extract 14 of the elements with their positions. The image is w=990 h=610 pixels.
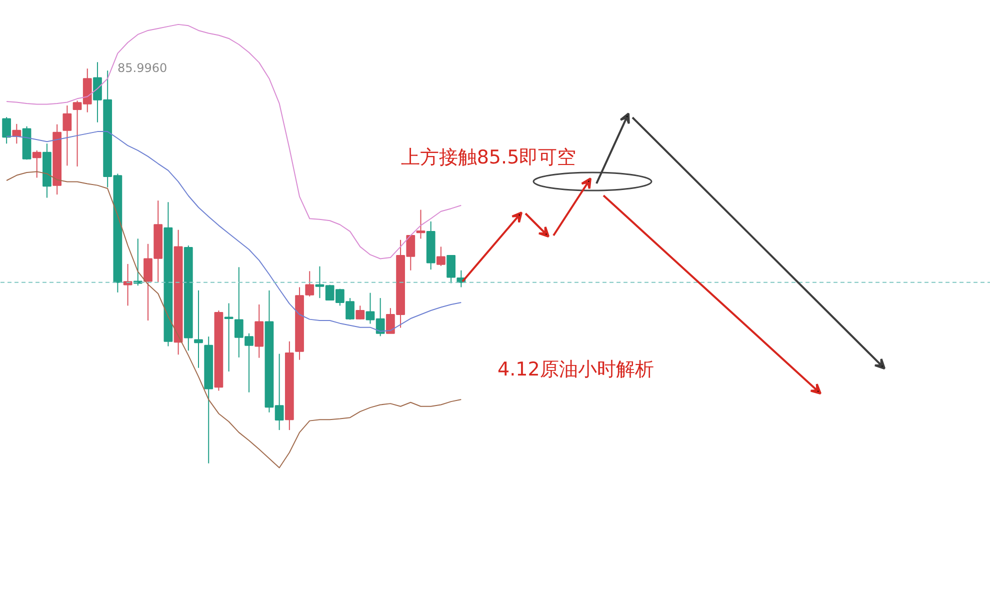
text: 4.12原油小时解析 (498, 358, 654, 380)
candlestick (32, 150, 42, 178)
candlestick (224, 302, 234, 372)
annotation: 上方接触85.5即可空 (400, 146, 576, 168)
candlestick (305, 270, 314, 297)
candlestick (2, 116, 11, 144)
candlestick (436, 246, 446, 266)
candlestick (416, 209, 426, 240)
candlestick (194, 290, 203, 368)
annotation: 85.9960 (118, 61, 168, 75)
candlestick (123, 263, 132, 306)
candlestick (62, 104, 72, 166)
candlestick (446, 255, 456, 284)
candlestick (356, 305, 365, 320)
